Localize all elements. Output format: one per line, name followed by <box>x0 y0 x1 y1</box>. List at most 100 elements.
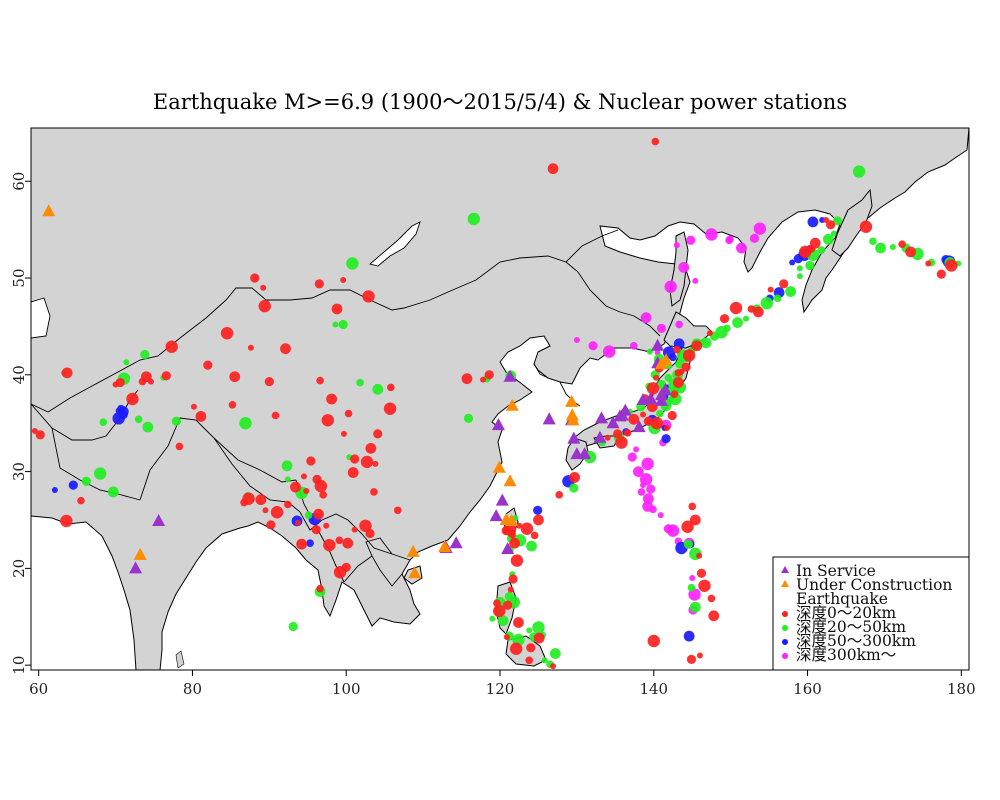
earthquake-depth-0-20km-marker <box>255 494 267 506</box>
earthquake-depth-20-50km-marker <box>832 216 843 226</box>
earthquake-depth-20-50km-marker <box>852 165 866 178</box>
earthquake-depth-0-20km-marker <box>859 220 873 233</box>
x-tick-label: 140 <box>639 680 668 698</box>
earthquake-depth-0-20km-marker <box>681 520 694 533</box>
earthquake-deep-300km-marker <box>602 345 616 358</box>
earthquake-depth-0-20km-marker <box>670 390 679 398</box>
legend-depth-0-20-marker <box>782 611 788 617</box>
earthquake-depth-0-20km-marker <box>752 306 764 318</box>
earthquake-depth-0-20km-marker <box>689 514 701 526</box>
earthquake-depth-0-20km-marker <box>61 367 73 379</box>
legend-depth-20-50-label: 深度20〜50km <box>796 618 906 636</box>
earthquake-depth-0-20km-marker <box>362 290 375 303</box>
earthquake-depth-0-20km-marker <box>365 442 377 454</box>
earthquake-deep-300km-marker <box>656 323 667 333</box>
nuclear-station-in-service-marker <box>644 392 658 404</box>
earthquake-depth-0-20km-marker <box>513 617 524 628</box>
earthquake-depth-0-20km-marker <box>373 429 383 439</box>
map-legend: In Service Under Construction Earthquake… <box>772 556 970 671</box>
axis-layer: 60 80 100 120 140 160 180 10 20 30 40 50 60 <box>10 172 976 698</box>
earthquake-depth-0-20km-marker <box>342 537 354 549</box>
nuclear-station-under-construction-marker <box>565 394 579 407</box>
earthquake-depth-0-20km-marker <box>270 506 284 519</box>
earthquake-depth-0-20km-marker <box>525 656 534 665</box>
earthquake-depth-20-50km-marker <box>123 359 130 366</box>
y-tick-label: 60 <box>10 172 28 191</box>
earthquake-deep-300km-marker <box>753 222 767 235</box>
earthquake-depth-20-50km-marker <box>646 348 653 355</box>
earthquake-depth-0-20km-marker <box>688 502 697 511</box>
earthquake-deep-300km-marker <box>633 446 640 453</box>
earthquake-depth-0-20km-marker <box>359 519 372 532</box>
earthquake-deep-300km-marker <box>692 277 699 284</box>
earthquake-depth-0-20km-marker <box>314 479 328 493</box>
earthquake-depth-0-20km-marker <box>809 237 821 249</box>
earthquake-depth-0-20km-marker <box>484 370 494 380</box>
earthquake-depth-0-20km-marker <box>647 634 660 648</box>
earthquake-depth-20-50km-marker <box>140 349 150 360</box>
earthquake-depth-20-50km-marker <box>760 296 773 310</box>
earthquake-depth-20-50km-marker <box>732 317 743 328</box>
earthquake-depth-0-20km-marker <box>719 314 730 324</box>
earthquake-depth-0-20km-marker <box>461 373 473 385</box>
earthquake-depth-0-20km-marker <box>673 345 681 354</box>
nuclear-station-in-service-marker <box>503 369 517 382</box>
earthquake-depth-0-20km-marker <box>347 467 359 478</box>
marker-layer <box>31 137 962 670</box>
x-tick-label: 80 <box>183 680 202 698</box>
earthquake-depth-0-20km-marker <box>672 377 684 388</box>
landmass-layer <box>31 128 969 670</box>
earthquake-depth-0-20km-marker <box>350 454 360 464</box>
earthquake-depth-0-20km-marker <box>340 430 347 437</box>
earthquake-depth-20-50km-marker <box>372 383 384 395</box>
nuclear-station-in-service-marker <box>658 383 672 396</box>
map-title: Earthquake M>=6.9 (1900〜2015/5/4) & Nucl… <box>152 90 848 114</box>
earthquake-depth-0-20km-marker <box>316 584 324 593</box>
earthquake-depth-20-50km-marker <box>664 373 673 382</box>
nuclear-station-in-service-marker <box>491 418 505 431</box>
earthquake-depth-0-20km-marker <box>283 500 292 509</box>
earthquake-depth-20-50km-marker <box>830 230 837 237</box>
earthquake-depth-0-20km-marker <box>161 371 171 381</box>
x-tick-label: 180 <box>947 680 976 698</box>
earthquake-depth-20-50km-marker <box>683 539 693 549</box>
y-tick-label: 20 <box>10 559 28 578</box>
earthquake-depth-0-20km-marker <box>313 508 324 520</box>
earthquake-depth-50-300km-marker <box>533 505 543 515</box>
earthquake-depth-0-20km-marker <box>779 279 789 289</box>
earthquake-deep-300km-marker <box>675 320 683 329</box>
earthquake-depth-0-20km-marker <box>651 137 660 146</box>
earthquake-depth-0-20km-marker <box>555 491 564 499</box>
earthquake-depth-0-20km-marker <box>706 330 713 337</box>
earthquake-depth-0-20km-marker <box>290 481 301 493</box>
legend-depth-20-50-marker <box>782 625 788 631</box>
nuclear-station-in-service-marker <box>651 338 665 351</box>
earthquake-depth-0-20km-marker <box>905 246 916 258</box>
earthquake-depth-0-20km-marker <box>319 491 327 499</box>
earthquake-depth-50-300km-marker <box>683 630 695 642</box>
earthquake-depth-0-20km-marker <box>646 382 660 395</box>
earthquake-depth-0-20km-marker <box>569 471 580 483</box>
earthquake-depth-0-20km-marker <box>650 416 664 430</box>
earthquake-deep-300km-marker <box>726 235 734 244</box>
y-tick-label: 40 <box>10 365 28 384</box>
earthquake-depth-0-20km-marker <box>698 579 711 592</box>
nuclear-station-under-construction-marker <box>438 540 452 553</box>
earthquake-depth-0-20km-marker <box>271 411 280 420</box>
earthquake-depth-20-50km-marker <box>332 321 339 328</box>
earthquake-depth-0-20km-marker <box>35 430 45 440</box>
earthquake-depth-20-50km-marker <box>743 315 750 322</box>
earthquake-depth-0-20km-marker <box>520 522 534 535</box>
nuclear-station-in-service-marker <box>594 411 608 424</box>
nuclear-station-under-construction-marker <box>505 513 519 526</box>
y-tick-label: 50 <box>10 268 28 287</box>
country-borders <box>31 229 661 587</box>
earthquake-depth-0-20km-marker <box>936 269 946 279</box>
legend-box <box>772 556 970 671</box>
earthquake-depth-0-20km-marker <box>533 514 544 526</box>
earthquake-depth-0-20km-marker <box>296 538 308 550</box>
x-tick-label: 60 <box>29 680 48 698</box>
earthquake-depth-0-20km-marker <box>509 642 523 655</box>
earthquake-depth-0-20km-marker <box>691 340 703 352</box>
earthquake-depth-0-20km-marker <box>331 303 343 315</box>
